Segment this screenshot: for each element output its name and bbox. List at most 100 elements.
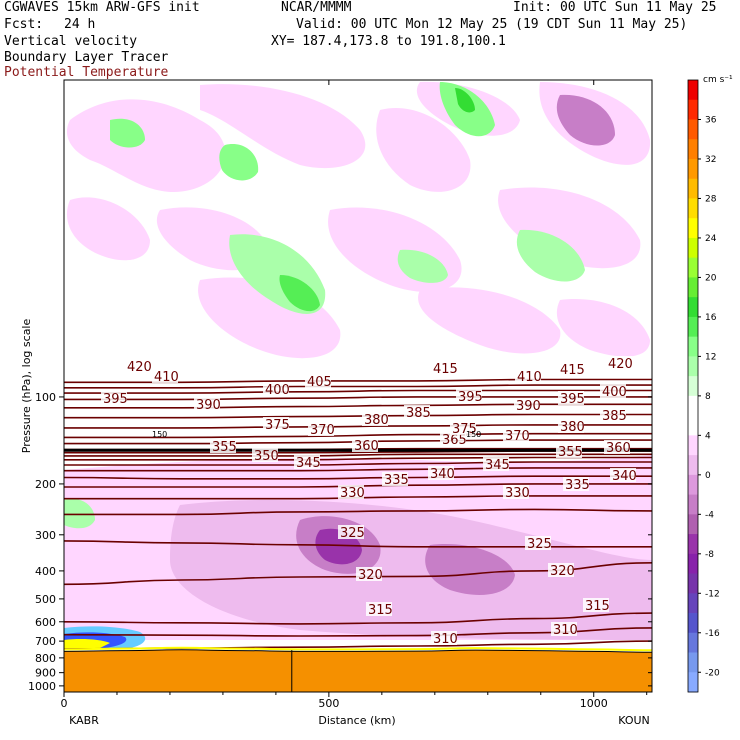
theta-label-405: 405 [307,375,332,390]
theta-label-bg-410 [515,369,541,383]
terrain-top-tracer [64,646,652,652]
theta-label-365: 365 [442,433,467,448]
theta-label-bg-330 [338,485,364,499]
theta-label-bg-370 [503,428,529,442]
theta-label-bg-360 [604,440,630,454]
colorbar-label-20: 20 [705,273,717,283]
theta-label-bg-415 [558,362,584,376]
theta-label-350: 350 [254,449,279,464]
theta-label-bg-395 [558,391,584,405]
theta-label-335: 335 [565,478,590,493]
theta-label-bg-420 [606,356,632,370]
theta-label-400: 400 [602,385,627,400]
theta-label-380: 380 [560,420,585,435]
y-tick-label-1000: 1000 [28,680,56,693]
theta-label-340: 340 [430,467,455,482]
colorbar-swatch-8 [688,237,698,259]
theta-label-bg-345 [294,455,320,469]
field-potential-temperature: Potential Temperature [4,65,169,80]
colorbar-swatch-10 [688,277,698,298]
theta-label-bg-350 [252,448,278,462]
theta-label-bg-320 [356,567,382,581]
colorbar-swatch-17 [688,415,698,436]
tracer-label-150: 150 [466,430,481,439]
cross-section-endpoints: XY= 187.4,173.8 to 191.8,100.1 [271,34,506,49]
theta-contour-415 [64,384,652,389]
theta-label-315: 315 [368,603,393,618]
theta-contour-350 [64,467,652,472]
colorbar-swatch-24 [688,553,698,574]
x-tick-label-0: 0 [61,697,68,710]
colorbar-swatch-3 [688,139,698,160]
theta-label-355: 355 [558,445,583,460]
colorbar-swatch-0 [688,80,698,101]
theta-label-385: 385 [602,409,627,424]
colorbar-swatch-29 [688,652,698,673]
theta-label-bg-395 [456,389,482,403]
theta-contour-390 [64,424,652,429]
colorbar-swatch-27 [688,613,698,634]
colorbar-label-12: 12 [705,352,716,362]
theta-contour-315 [64,612,652,625]
colorbar-swatch-6 [688,198,698,219]
y-tick-label-200: 200 [35,478,56,491]
theta-contour-400 [64,403,652,409]
theta-label-325: 325 [527,537,552,552]
y-tick-label-400: 400 [35,565,56,578]
theta-label-bg-325 [525,536,551,550]
plot-frame [63,79,653,693]
colorbar-label-28: 28 [705,194,717,204]
theta-label-bg-355 [210,439,236,453]
theta-label-bg-420 [125,359,151,373]
colorbar-swatch-20 [688,474,698,495]
colorbar-label-16: 16 [705,313,717,323]
colorbar-swatch-11 [688,297,698,318]
theta-label-400: 400 [265,383,290,398]
theta-label-370: 370 [505,429,530,444]
theta-contour-365 [64,453,652,457]
boundary-layer-tracer-shading [64,626,146,648]
colorbar-label-8: 8 [705,392,711,402]
theta-label-bg-395 [101,391,127,405]
colorbar-swatch-26 [688,593,698,614]
theta-label-310: 310 [553,623,578,638]
theta-label-355: 355 [212,440,237,455]
colorbar-swatch-19 [688,455,698,476]
theta-label-bg-340 [610,468,636,482]
theta-contour-345 [64,475,652,480]
theta-label-410: 410 [517,370,542,385]
y-tick-label-300: 300 [35,529,56,542]
colorbar-swatch-22 [688,514,698,535]
y-axis-label: Pressure (hPa), log scale [20,319,33,454]
theta-label-340: 340 [612,469,637,484]
tracer-label-150: 150 [152,430,167,439]
theta-label-345: 345 [485,458,510,473]
title: CGWAVES 15km ARW-GFS init [4,0,200,15]
theta-label-330: 330 [505,486,530,501]
colorbar-swatch-21 [688,494,698,515]
colorbar-label--20: -20 [705,668,720,678]
colorbar-swatch-13 [688,336,698,357]
theta-label-370: 370 [310,423,335,438]
theta-label-bg-390 [194,397,220,411]
colorbar-frame [687,79,699,693]
colorbar-swatch-23 [688,534,698,555]
x-axis-label: Distance (km) [318,714,395,727]
theta-contour-385 [64,432,652,439]
theta-label-310: 310 [433,632,458,647]
theta-label-bg-335 [563,477,589,491]
x-axis-start-station: KABR [69,714,99,727]
theta-label-325: 325 [340,526,365,541]
theta-label-bg-405 [305,374,331,388]
theta-label-320: 320 [358,568,383,583]
theta-label-bg-385 [600,408,626,422]
theta-label-395: 395 [560,392,585,407]
theta-label-bg-320 [548,563,574,577]
theta-label-bg-415 [431,361,457,375]
theta-label-390: 390 [196,398,221,413]
colorbar-label--8: -8 [705,550,714,560]
theta-label-bg-315 [583,598,609,612]
theta-label-bg-380 [362,412,388,426]
field-boundary-layer-tracer: Boundary Layer Tracer [4,50,169,65]
